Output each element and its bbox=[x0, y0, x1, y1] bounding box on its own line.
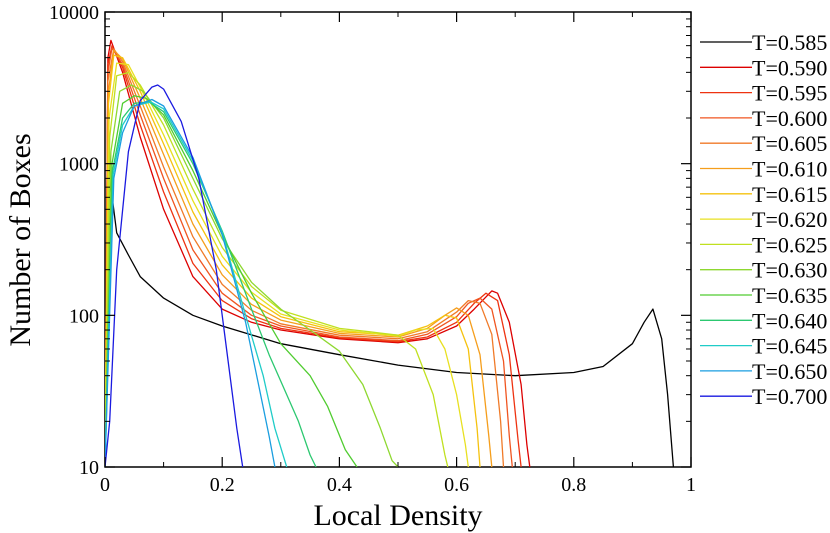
legend-label: T=0.620 bbox=[752, 207, 827, 232]
legend-label: T=0.645 bbox=[752, 334, 827, 359]
series-line-t-0-645 bbox=[105, 101, 288, 467]
legend-item: T=0.595 bbox=[700, 81, 827, 106]
legend-label: T=0.640 bbox=[752, 308, 827, 333]
legend-item: T=0.585 bbox=[700, 30, 827, 55]
ticks-layer: 0 0.2 0.4 0.6 0.8 1 10 100 1000 10000 bbox=[49, 2, 696, 496]
legend-label: T=0.600 bbox=[752, 106, 827, 131]
legend: T=0.585T=0.590T=0.595T=0.600T=0.605T=0.6… bbox=[700, 30, 827, 409]
series-line-t-0-585 bbox=[105, 117, 675, 467]
x-tick-label: 0.4 bbox=[327, 474, 352, 496]
x-axis-title: Local Density bbox=[313, 499, 482, 532]
legend-item: T=0.605 bbox=[700, 131, 827, 156]
y-tick-label: 10 bbox=[79, 457, 99, 479]
legend-label: T=0.630 bbox=[752, 258, 827, 283]
legend-label: T=0.700 bbox=[752, 384, 827, 409]
legend-item: T=0.615 bbox=[700, 182, 827, 207]
legend-label: T=0.635 bbox=[752, 283, 827, 308]
series-line-t-0-700 bbox=[105, 84, 244, 467]
series-line-t-0-610 bbox=[105, 49, 493, 467]
series-line-t-0-595 bbox=[105, 44, 522, 467]
legend-label: T=0.605 bbox=[752, 131, 827, 156]
series-line-t-0-620 bbox=[105, 62, 469, 467]
legend-label: T=0.625 bbox=[752, 232, 827, 257]
legend-item: T=0.640 bbox=[700, 308, 827, 333]
series-layer bbox=[105, 39, 675, 467]
legend-item: T=0.645 bbox=[700, 334, 827, 359]
legend-item: T=0.610 bbox=[700, 157, 827, 182]
series-line-t-0-640 bbox=[105, 101, 317, 467]
legend-label: T=0.615 bbox=[752, 182, 827, 207]
series-line-t-0-625 bbox=[105, 71, 449, 467]
series-line-t-0-615 bbox=[105, 54, 481, 467]
x-tick-label: 0.8 bbox=[561, 474, 586, 496]
legend-item: T=0.630 bbox=[700, 258, 827, 283]
legend-label: T=0.610 bbox=[752, 157, 827, 182]
series-line-t-0-630 bbox=[105, 84, 399, 467]
y-tick-label: 10000 bbox=[49, 2, 99, 24]
series-line-t-0-635 bbox=[105, 95, 358, 467]
legend-item: T=0.635 bbox=[700, 283, 827, 308]
legend-item: T=0.625 bbox=[700, 232, 827, 257]
x-tick-label: 0 bbox=[100, 474, 110, 496]
x-tick-label: 1 bbox=[686, 474, 696, 496]
series-line-t-0-590 bbox=[105, 39, 531, 467]
legend-label: T=0.585 bbox=[752, 30, 827, 55]
legend-item: T=0.700 bbox=[700, 384, 827, 409]
plot-area-frame bbox=[104, 11, 692, 468]
legend-item: T=0.650 bbox=[700, 359, 827, 384]
legend-label: T=0.650 bbox=[752, 359, 827, 384]
x-tick-label: 0.2 bbox=[210, 474, 235, 496]
legend-item: T=0.600 bbox=[700, 106, 827, 131]
legend-item: T=0.620 bbox=[700, 207, 827, 232]
y-tick-label: 100 bbox=[69, 305, 99, 327]
legend-label: T=0.590 bbox=[752, 55, 827, 80]
y-axis-title: Number of Boxes bbox=[4, 133, 37, 346]
legend-item: T=0.590 bbox=[700, 55, 827, 80]
legend-label: T=0.595 bbox=[752, 81, 827, 106]
series-line-t-0-650 bbox=[105, 98, 276, 467]
y-tick-label: 1000 bbox=[59, 154, 99, 176]
x-tick-label: 0.6 bbox=[444, 474, 469, 496]
series-line-t-0-605 bbox=[105, 48, 505, 467]
